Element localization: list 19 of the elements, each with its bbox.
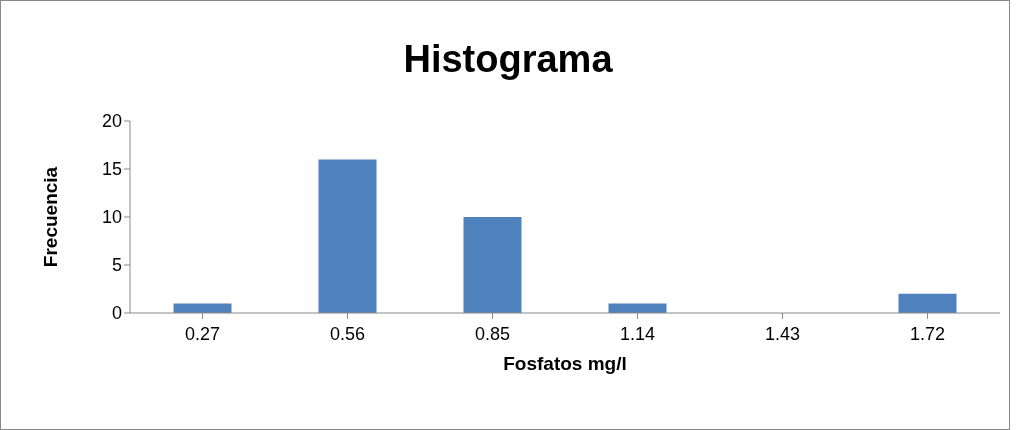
x-tick-label: 1.14 — [619, 323, 656, 344]
x-tick-label: 0.85 — [474, 323, 511, 344]
y-tick-label: 15 — [101, 159, 122, 180]
x-tick-label: 1.43 — [764, 323, 801, 344]
bar — [173, 303, 232, 313]
bar — [463, 217, 522, 313]
y-tick-label: 5 — [111, 255, 122, 276]
x-tick-label: 1.72 — [909, 323, 946, 344]
bar — [608, 303, 667, 313]
y-tick-label: 0 — [111, 303, 122, 324]
chart-title: Histograma — [402, 38, 614, 81]
x-tick-label: 0.56 — [329, 323, 366, 344]
y-tick-label: 10 — [101, 207, 122, 228]
y-axis-title: Frecuencia — [39, 166, 61, 268]
y-tick-label: 20 — [101, 111, 122, 132]
x-axis-title: Fosfatos mg/l — [503, 353, 627, 374]
bar — [318, 159, 377, 313]
bar — [898, 293, 957, 313]
x-tick-label: 0.27 — [184, 323, 221, 344]
